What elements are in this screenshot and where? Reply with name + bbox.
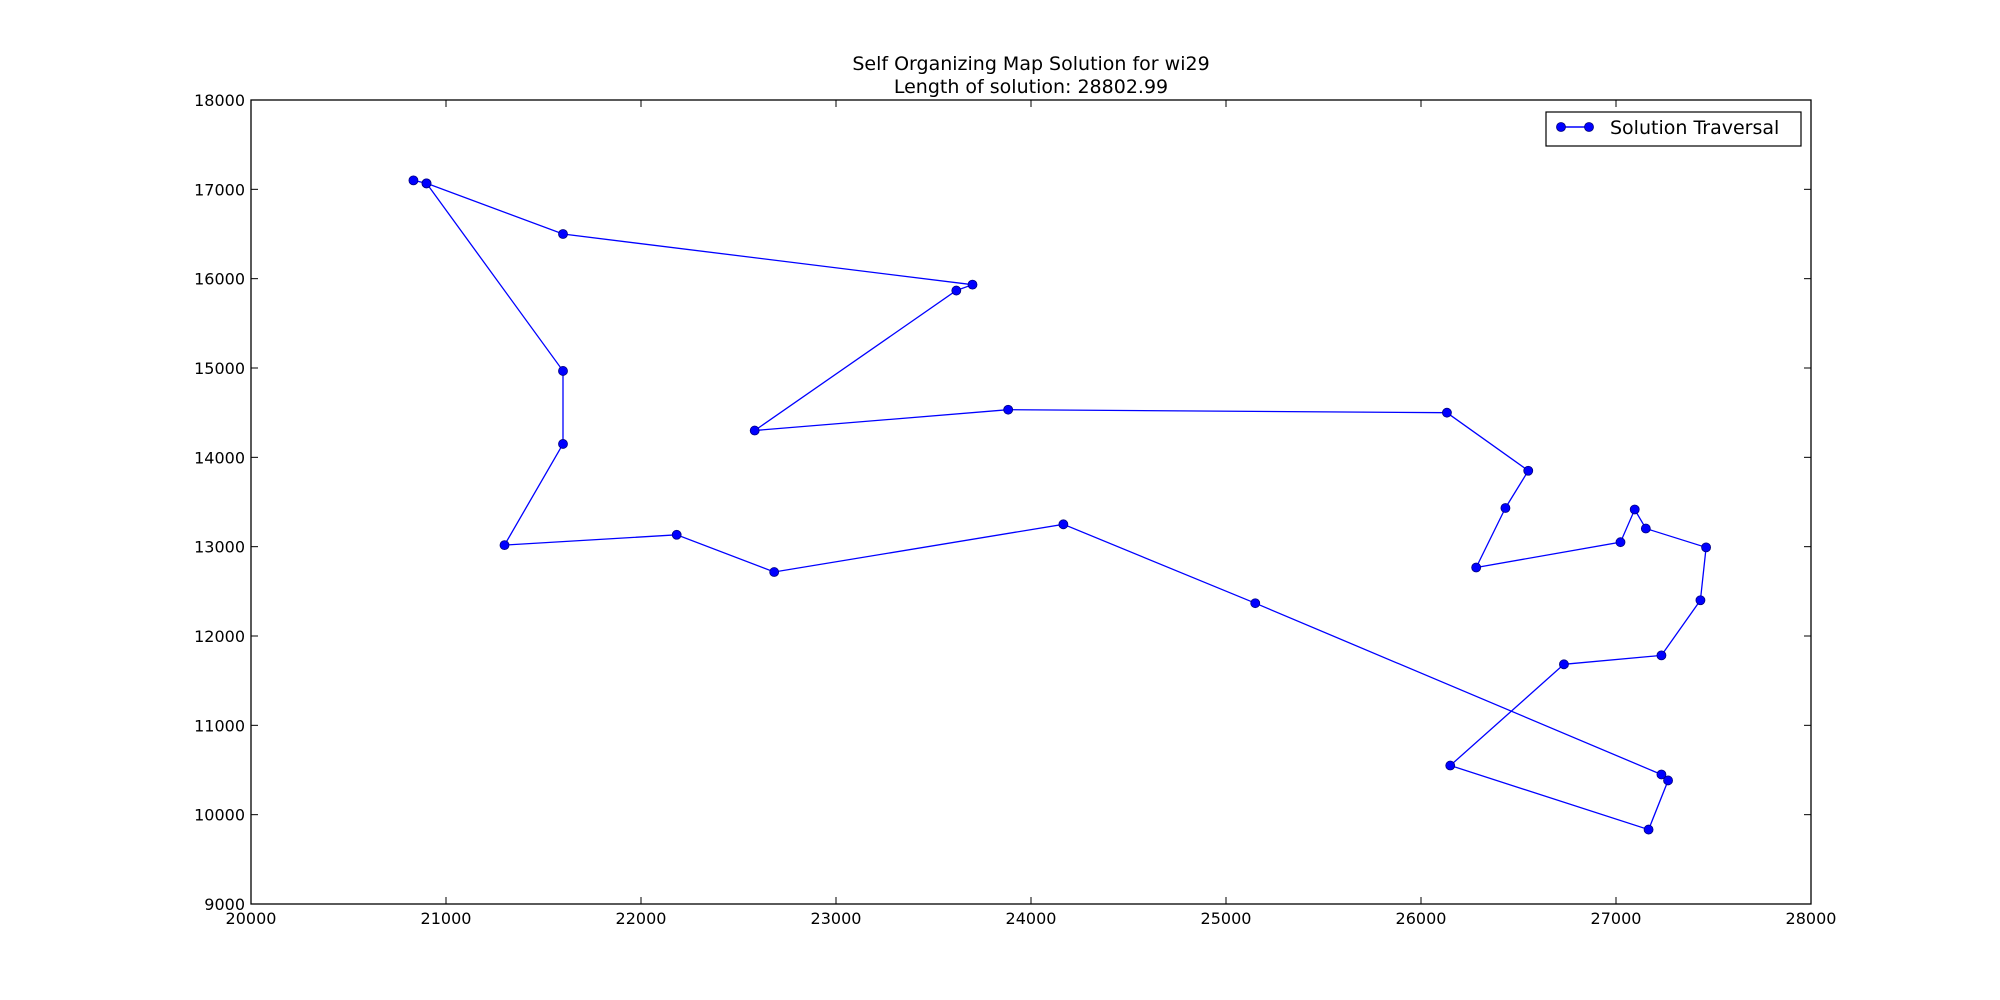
data-point [558,439,568,449]
data-point [1643,824,1654,835]
data-point [769,567,780,577]
data-point [1615,537,1626,548]
data-point [1656,769,1667,780]
data-point [1640,523,1651,534]
y-tick-label: 14000 [194,448,245,467]
data-point [967,279,978,290]
data-point [1559,659,1569,670]
x-tick-label: 25000 [1201,909,1252,928]
legend-marker-left [1556,122,1566,132]
data-point [749,425,760,436]
x-tick-label: 24000 [1006,909,1057,928]
y-tick-label: 15000 [194,359,245,378]
legend-label-solution-traversal: Solution Traversal [1610,117,1779,139]
data-point [1471,562,1482,573]
data-point [951,285,962,296]
data-point [1656,650,1667,661]
data-point [558,229,568,239]
data-point [408,175,419,186]
x-tick-label: 20000 [226,909,277,928]
data-point [1445,760,1456,771]
data-point [421,178,432,189]
data-point [1695,595,1706,606]
data-point [671,529,682,540]
data-point [1663,775,1673,786]
y-tick-label: 17000 [194,180,245,199]
plot-area-frame [250,99,1812,905]
chart-subtitle: Length of solution: 28802.99 [894,76,1168,98]
data-point [1003,404,1014,415]
y-tick-label: 11000 [194,716,245,735]
y-tick-label: 18000 [194,91,245,110]
data-point [1701,542,1711,553]
series-line [413,179,1707,831]
data-point [1250,598,1261,609]
data-point [1058,519,1069,530]
series-solution-traversal [408,175,1711,835]
x-tick-label: 22000 [616,909,667,928]
x-tick-label: 26000 [1396,909,1447,928]
y-tick-label: 10000 [194,806,245,825]
y-tick-label: 13000 [194,538,245,557]
y-tick-label: 16000 [194,270,245,289]
data-point [558,366,568,376]
axis-ticks: 20000 21000 22000 23000 24000 25000 26000 27000… [194,91,1836,928]
legend-marker-right [1584,122,1594,132]
x-tick-label: 28000 [1786,909,1837,928]
x-tick-label: 23000 [811,909,862,928]
y-tick-label: 12000 [194,627,245,646]
legend: Solution Traversal [1545,111,1802,147]
data-point [1523,465,1534,476]
data-point [499,540,510,551]
chart-title: Self Organizing Map Solution for wi29 [852,53,1209,75]
data-point [1629,504,1640,515]
x-tick-label: 27000 [1591,909,1642,928]
x-tick-label: 21000 [421,909,472,928]
data-point [1442,407,1452,418]
data-point [1500,503,1511,513]
y-tick-label: 9000 [204,895,245,914]
